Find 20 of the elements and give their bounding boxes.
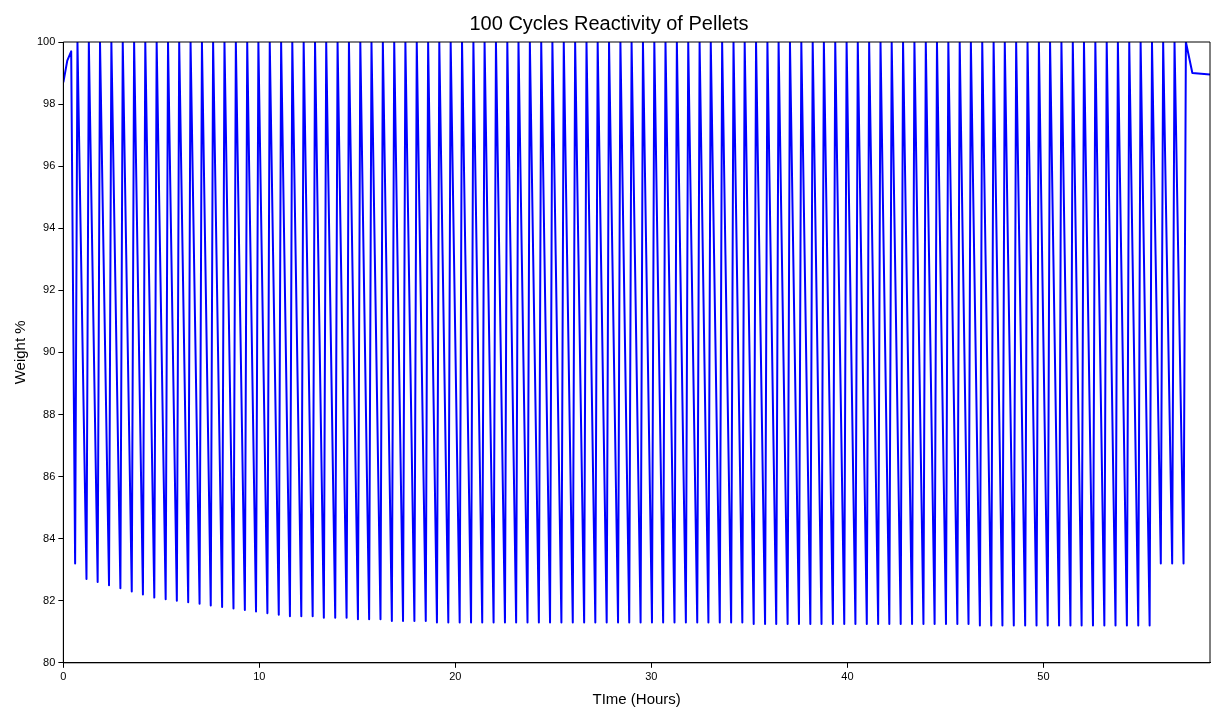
y-tick-label: 94 [43,221,56,234]
y-axis-title: Weight % [11,320,29,385]
y-tick-label: 100 [36,35,56,48]
x-axis-title: TIme (Hours) [592,690,681,708]
x-tick-label: 20 [449,670,462,683]
x-tick-label: 50 [1037,670,1050,683]
y-tick-label: 92 [43,283,56,296]
y-tick-label: 96 [43,159,56,172]
y-tick-label: 98 [43,97,56,110]
x-tick-label: 30 [645,670,658,683]
chart-title: 100 Cycles Reactivity of Pellets [469,11,749,34]
y-tick-label: 86 [43,469,56,482]
y-tick-label: 90 [43,345,56,358]
x-tick-label: 0 [60,670,67,683]
x-tick-label: 10 [253,670,266,683]
x-tick-label: 40 [841,670,854,683]
y-tick-label: 80 [43,655,56,668]
y-tick-label: 82 [43,593,56,606]
y-tick-label: 88 [43,407,56,420]
y-tick-label: 84 [43,531,56,544]
